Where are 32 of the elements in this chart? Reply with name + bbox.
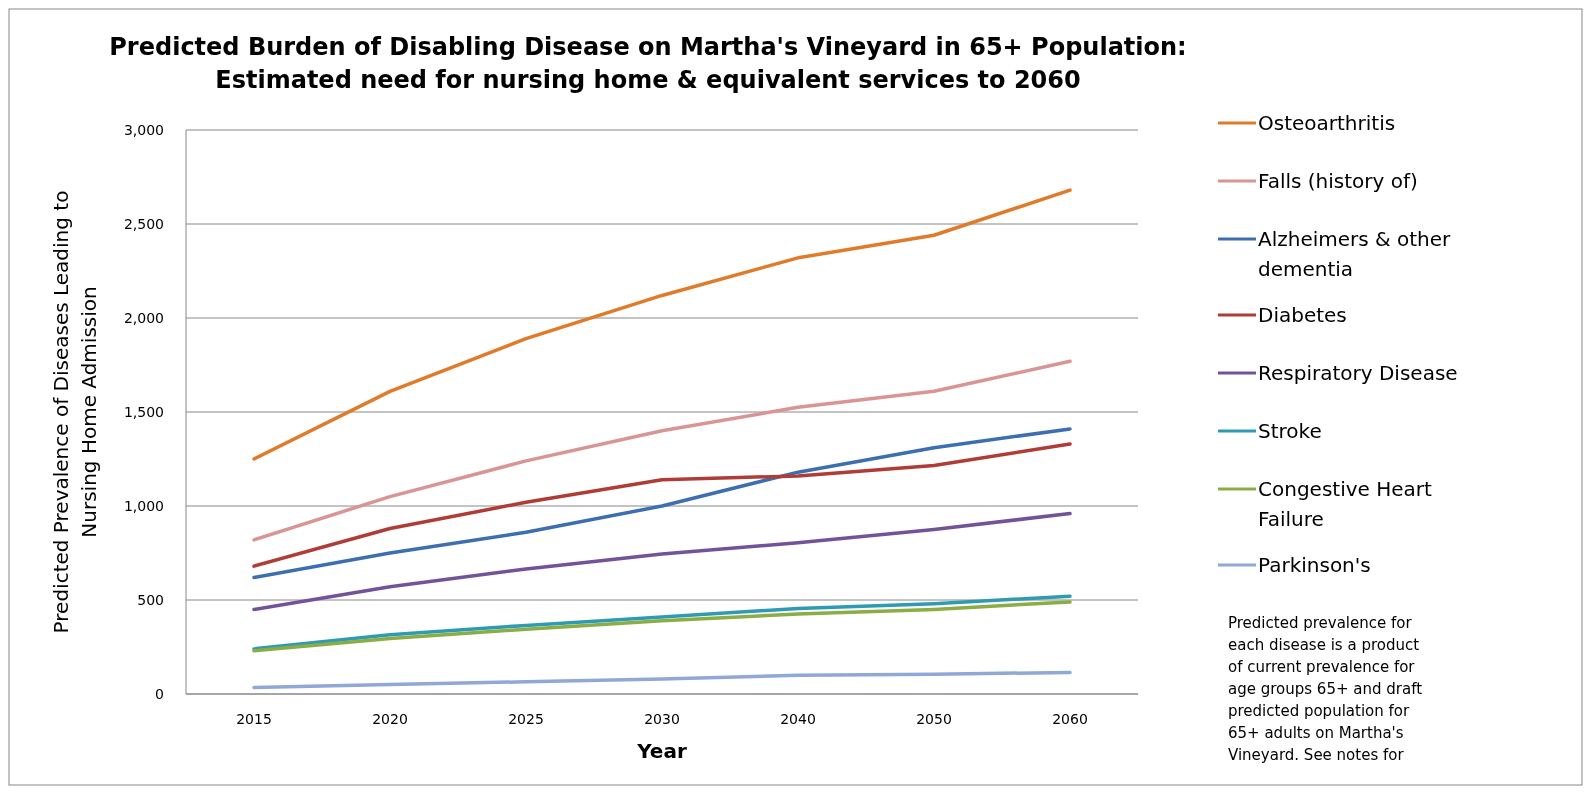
x-tick-label: 2015 <box>236 711 272 727</box>
legend-label: Parkinson's <box>1258 553 1371 577</box>
legend-label: Stroke <box>1258 419 1322 443</box>
x-tick-label: 2050 <box>916 711 952 727</box>
legend-label: Osteoarthritis <box>1258 111 1396 135</box>
chart-title: Predicted Burden of Disabling Disease on Martha's Vineyard in 65+ Population: Estimated need for nursing home & equivalent services to 2060 <box>109 33 1187 94</box>
x-tick-label: 2030 <box>644 711 680 727</box>
legend-label: Respiratory Disease <box>1258 361 1458 385</box>
line-series <box>252 359 1072 542</box>
x-tick-label: 2040 <box>780 711 816 727</box>
legend-label: Congestive Heart Failure <box>1258 477 1433 531</box>
x-tick-label: 2060 <box>1052 711 1088 727</box>
text: Predicted prevalence for each disease is a product of current prevalence for age groups 65+ and draft predicted population for 65+ adults on Martha's Vineyard. See notes for <box>1228 614 1423 764</box>
y-tick-label: 1,000 <box>123 498 164 514</box>
y-axis-title: Predicted Prevalence of Diseases Leading to Nursing Home Admission <box>49 190 101 634</box>
y-tick-label: 1,500 <box>123 404 164 420</box>
y-tick-label: 2,000 <box>123 310 164 326</box>
y-tick-label: 2,500 <box>123 216 164 232</box>
y-tick-label: 3,000 <box>123 122 164 138</box>
line-series <box>252 511 1072 612</box>
y-tick-label: 0 <box>155 686 164 702</box>
x-axis-title: Year <box>636 739 687 763</box>
x-tick-label: 2025 <box>508 711 544 727</box>
legend-label: Falls (history of) <box>1258 169 1418 193</box>
legend-label: Diabetes <box>1258 303 1347 327</box>
y-tick-label: 500 <box>137 592 164 608</box>
line-series <box>252 188 1072 461</box>
line-series <box>252 670 1072 690</box>
x-tick-label: 2020 <box>372 711 408 727</box>
line-series <box>252 442 1072 568</box>
line-series <box>252 427 1072 580</box>
legend-label: Alzheimers & other dementia <box>1258 227 1452 281</box>
